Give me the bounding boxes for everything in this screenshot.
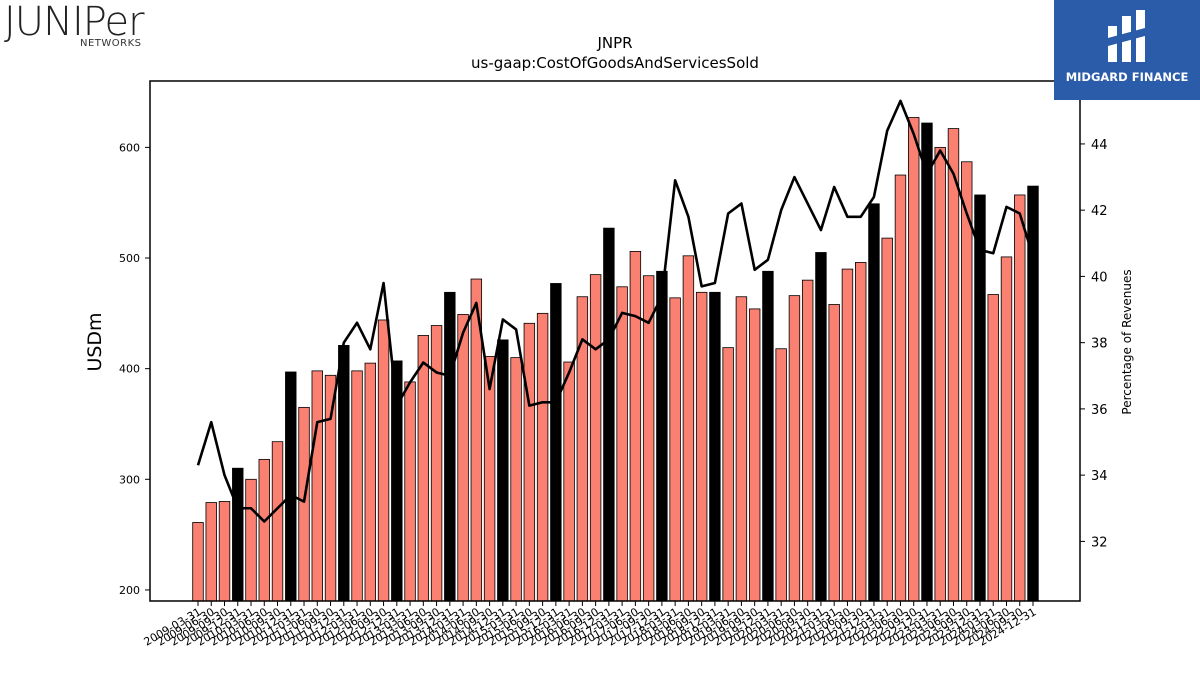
bar [629, 250, 642, 602]
bar [510, 357, 522, 602]
bar [232, 467, 244, 602]
bar [815, 252, 827, 602]
bar [285, 371, 297, 602]
bar [828, 304, 840, 602]
juniper-logo-word: JUNIPer [4, 0, 145, 45]
bar [444, 291, 456, 602]
midgard-logo-text: MIDGARD FINANCE [1065, 70, 1189, 84]
bar [974, 194, 986, 602]
juniper-logo-sub: NETWORKS [80, 38, 142, 49]
bar [563, 361, 575, 602]
bar [523, 322, 536, 602]
midgard-mark-icon [1108, 10, 1145, 62]
bar [695, 291, 708, 602]
bar [801, 279, 814, 602]
bar [881, 237, 893, 602]
bar [669, 297, 681, 602]
bar [205, 502, 217, 602]
bar [351, 370, 363, 602]
bar [258, 458, 270, 602]
bar [748, 308, 761, 602]
juniper-logo: JUNIPer NETWORKS [4, 0, 164, 52]
bar [550, 283, 562, 602]
bar [298, 406, 310, 602]
bar [868, 203, 880, 602]
y2-tick-label: 38 [1091, 337, 1108, 352]
plot-frame [149, 80, 1081, 602]
bar [338, 345, 350, 602]
bar [841, 268, 854, 602]
y2-tick-label: 34 [1091, 469, 1108, 484]
bar [961, 161, 973, 602]
y-axis-label: USDm [84, 312, 106, 371]
bar [1014, 194, 1026, 602]
bar [271, 441, 284, 602]
y2-tick-label: 32 [1091, 535, 1108, 550]
y2-ticks: 32 34 36 38 40 42 44 [1080, 138, 1108, 550]
bar [497, 339, 509, 602]
y2-tick-label: 40 [1091, 270, 1108, 285]
y2-tick-label: 42 [1091, 204, 1108, 219]
y-tick-label: 400 [119, 363, 140, 376]
bar-series [192, 117, 1039, 602]
bar [483, 356, 496, 602]
bar [430, 325, 443, 602]
y2-axis-label: Percentage of Revenues [1120, 269, 1134, 414]
bar [417, 335, 430, 602]
bar [457, 314, 469, 602]
bar [364, 362, 377, 602]
x-ticks: 2009-03-312009-06-302009-09-302009-12-31… [142, 601, 1039, 649]
bar [987, 294, 999, 602]
chart-subtitle: us-gaap:CostOfGoodsAndServicesSold [471, 54, 759, 72]
bar [947, 128, 960, 602]
bar [1000, 256, 1013, 602]
y-ticks: 200 300 400 500 600 [119, 141, 150, 597]
bar [616, 286, 628, 602]
bar [324, 374, 337, 602]
y-tick-label: 200 [119, 584, 140, 597]
bar [788, 295, 801, 602]
bar [709, 291, 721, 602]
bar [682, 255, 695, 602]
y-tick-label: 600 [119, 141, 140, 154]
bar [735, 296, 748, 602]
bar [775, 348, 787, 602]
y2-tick-label: 44 [1091, 138, 1108, 153]
bar [218, 501, 231, 602]
bar [921, 122, 933, 602]
y2-tick-label: 36 [1091, 403, 1108, 418]
bar [404, 381, 416, 602]
bar [656, 270, 668, 602]
bar [762, 270, 774, 602]
bar [934, 146, 946, 602]
bar [908, 117, 920, 602]
axes [149, 80, 1081, 602]
bar [377, 319, 390, 602]
bar [311, 370, 323, 602]
bar [855, 262, 867, 602]
y-tick-label: 500 [119, 252, 140, 265]
bar [536, 312, 549, 602]
bar [722, 347, 734, 602]
bar [245, 478, 257, 602]
chart-title: JNPR [596, 34, 632, 52]
bar [192, 522, 204, 602]
y-tick-label: 300 [119, 473, 140, 486]
series-line [196, 99, 1035, 523]
bar [589, 274, 602, 602]
midgard-finance-logo: MIDGARD FINANCE [1054, 0, 1200, 100]
bar [642, 275, 655, 602]
bar [603, 227, 615, 602]
bar [894, 174, 907, 602]
line-series [196, 99, 1035, 523]
